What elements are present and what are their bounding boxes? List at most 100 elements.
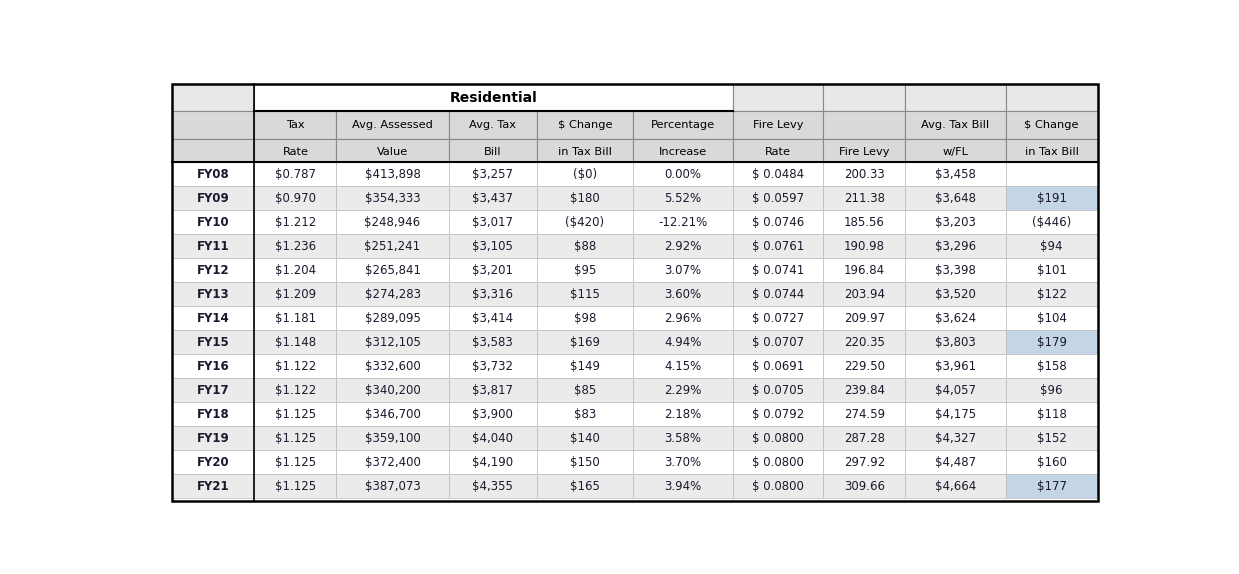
Text: $0.787: $0.787	[275, 168, 316, 181]
Text: 3.70%: 3.70%	[664, 456, 701, 468]
Text: FY21: FY21	[197, 479, 229, 492]
Bar	[1006, 307, 1098, 330]
Text: 203.94: 203.94	[844, 288, 885, 301]
Bar	[633, 330, 733, 354]
Text: $387,073: $387,073	[364, 479, 420, 492]
Bar	[536, 162, 633, 187]
Bar	[337, 354, 449, 378]
Text: Residential: Residential	[450, 91, 538, 105]
Text: $359,100: $359,100	[364, 432, 420, 445]
Text: $1.125: $1.125	[275, 432, 316, 445]
Text: $372,400: $372,400	[364, 456, 420, 468]
Text: $312,105: $312,105	[364, 336, 420, 349]
Bar	[733, 84, 824, 111]
Bar	[449, 378, 536, 402]
Bar	[254, 330, 337, 354]
Bar	[172, 474, 254, 498]
Bar	[337, 378, 449, 402]
Bar	[254, 354, 337, 378]
Text: $3,105: $3,105	[472, 240, 513, 253]
Bar	[536, 426, 633, 450]
Bar	[824, 138, 906, 166]
Bar	[633, 234, 733, 258]
Bar	[449, 354, 536, 378]
Bar	[733, 354, 824, 378]
Bar	[633, 111, 733, 138]
Text: 2.29%: 2.29%	[664, 383, 701, 397]
Text: $4,190: $4,190	[472, 456, 513, 468]
Text: 309.66: 309.66	[844, 479, 885, 492]
Bar	[906, 187, 1006, 211]
Bar	[172, 234, 254, 258]
Text: $ 0.0705: $ 0.0705	[752, 383, 804, 397]
Bar	[824, 474, 906, 498]
Text: 196.84: 196.84	[844, 264, 885, 277]
Bar	[172, 307, 254, 330]
Bar	[824, 282, 906, 307]
Bar	[824, 84, 906, 111]
Bar	[254, 162, 337, 187]
Bar	[337, 211, 449, 234]
Text: Rate: Rate	[766, 147, 792, 157]
Bar	[824, 211, 906, 234]
Text: 200.33: 200.33	[844, 168, 885, 181]
Bar	[1006, 450, 1098, 474]
Bar	[172, 84, 254, 111]
Text: $3,961: $3,961	[935, 360, 976, 373]
Bar	[337, 474, 449, 498]
Bar	[536, 282, 633, 307]
Text: $88: $88	[574, 240, 596, 253]
Text: Fire Levy: Fire Levy	[753, 120, 804, 130]
Bar	[172, 258, 254, 282]
Bar	[337, 402, 449, 426]
Text: $1.125: $1.125	[275, 456, 316, 468]
Text: $346,700: $346,700	[364, 408, 420, 421]
Bar	[733, 307, 824, 330]
Bar	[906, 354, 1006, 378]
Text: $83: $83	[574, 408, 596, 421]
Text: $1.204: $1.204	[275, 264, 316, 277]
Text: $1.122: $1.122	[275, 360, 316, 373]
Text: 2.92%: 2.92%	[664, 240, 701, 253]
Text: $191: $191	[1037, 192, 1067, 205]
Text: Value: Value	[377, 147, 408, 157]
Text: $1.181: $1.181	[275, 312, 316, 325]
Bar	[172, 111, 254, 138]
Bar	[1006, 84, 1098, 111]
Text: $4,040: $4,040	[472, 432, 513, 445]
Bar	[536, 234, 633, 258]
Text: ($0): ($0)	[572, 168, 597, 181]
Bar	[172, 138, 254, 166]
Text: $ 0.0800: $ 0.0800	[752, 456, 804, 468]
Text: $ 0.0792: $ 0.0792	[752, 408, 804, 421]
Bar	[337, 187, 449, 211]
Text: $98: $98	[574, 312, 596, 325]
Bar	[633, 474, 733, 498]
Text: $3,414: $3,414	[472, 312, 513, 325]
Bar	[254, 211, 337, 234]
Text: ($420): ($420)	[565, 216, 605, 229]
Text: $3,520: $3,520	[935, 288, 976, 301]
Text: $4,664: $4,664	[935, 479, 976, 492]
Bar	[906, 211, 1006, 234]
Text: 4.94%: 4.94%	[664, 336, 701, 349]
Text: 2.96%: 2.96%	[664, 312, 701, 325]
Text: $340,200: $340,200	[364, 383, 420, 397]
Bar	[1006, 402, 1098, 426]
Text: 0.00%: 0.00%	[664, 168, 701, 181]
Bar	[733, 187, 824, 211]
Text: 229.50: 229.50	[844, 360, 885, 373]
Bar	[337, 111, 449, 138]
Text: $ 0.0484: $ 0.0484	[752, 168, 804, 181]
Text: $3,398: $3,398	[935, 264, 976, 277]
Text: FY17: FY17	[197, 383, 229, 397]
Bar	[906, 234, 1006, 258]
Text: $4,355: $4,355	[472, 479, 513, 492]
Bar	[536, 307, 633, 330]
Text: $169: $169	[570, 336, 600, 349]
Text: $3,732: $3,732	[472, 360, 513, 373]
Text: $95: $95	[574, 264, 596, 277]
Bar	[906, 307, 1006, 330]
Text: $4,327: $4,327	[935, 432, 976, 445]
Text: $3,458: $3,458	[935, 168, 976, 181]
